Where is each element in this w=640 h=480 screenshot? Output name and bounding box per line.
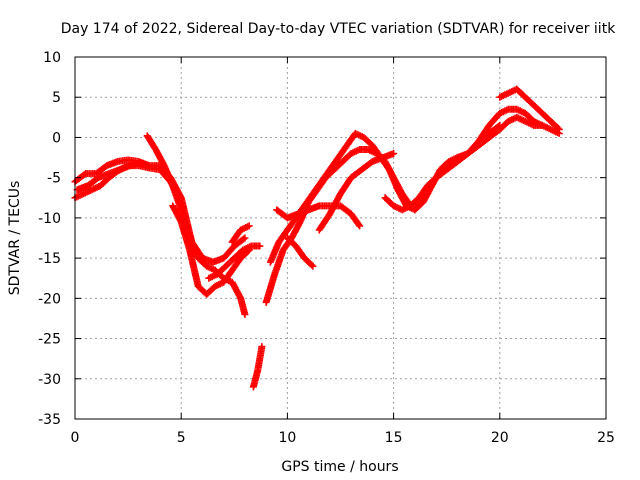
series-arc-14 bbox=[381, 121, 504, 214]
chart-title: Day 174 of 2022, Sidereal Day-to-day VTE… bbox=[61, 21, 616, 37]
plot-frame bbox=[74, 56, 607, 420]
data-point bbox=[356, 222, 364, 230]
data-point bbox=[308, 261, 316, 269]
y-tick-label: -20 bbox=[38, 291, 61, 307]
y-tick-label: 10 bbox=[43, 50, 61, 66]
series-arc-3 bbox=[73, 159, 143, 194]
data-point bbox=[241, 234, 249, 242]
series-arc-8 bbox=[249, 343, 266, 391]
x-tick-label: 0 bbox=[71, 430, 80, 446]
y-tick-label: -10 bbox=[38, 211, 61, 227]
data-point bbox=[135, 159, 143, 167]
y-tick-label: -15 bbox=[38, 251, 61, 267]
data-point bbox=[494, 122, 502, 130]
grid-lines bbox=[75, 57, 606, 419]
x-tick-label: 20 bbox=[491, 430, 509, 446]
data-point bbox=[240, 235, 248, 243]
y-tick-label: -25 bbox=[38, 332, 61, 348]
x-axis-label: GPS time / hours bbox=[281, 459, 398, 475]
data-point bbox=[355, 221, 363, 229]
series-arc-7 bbox=[228, 222, 253, 246]
x-tick-label: 15 bbox=[385, 430, 403, 446]
data-point bbox=[555, 125, 563, 133]
data-point bbox=[256, 242, 264, 250]
x-tick-label: 25 bbox=[597, 430, 615, 446]
data-point bbox=[309, 262, 317, 270]
x-tick-label: 10 bbox=[278, 430, 296, 446]
data-points bbox=[71, 85, 563, 391]
data-point bbox=[538, 121, 546, 129]
series-arc-4 bbox=[143, 132, 249, 318]
data-point bbox=[390, 150, 398, 158]
axis-ticks: 0 5 10 15 20 25 10 5 0 -5 -10 -15 -20 -25 -30 -35 bbox=[38, 50, 615, 446]
y-axis-label: SDTVAR / TECUs bbox=[7, 181, 23, 296]
series-arc-10 bbox=[266, 105, 546, 266]
y-tick-label: 5 bbox=[52, 90, 61, 106]
series-arc-13 bbox=[315, 150, 398, 234]
data-point bbox=[241, 310, 249, 318]
data-point bbox=[496, 121, 504, 129]
series-arc-15 bbox=[496, 85, 563, 133]
data-point bbox=[554, 124, 562, 132]
data-point bbox=[245, 222, 253, 230]
y-tick-label: -35 bbox=[38, 412, 61, 428]
data-point bbox=[258, 343, 266, 351]
y-tick-label: 0 bbox=[52, 130, 61, 146]
series-arc-12 bbox=[283, 234, 317, 270]
series-arc-6 bbox=[205, 242, 264, 282]
y-tick-label: -5 bbox=[47, 171, 61, 187]
x-tick-label: 5 bbox=[177, 430, 186, 446]
y-tick-label: -30 bbox=[38, 372, 61, 388]
